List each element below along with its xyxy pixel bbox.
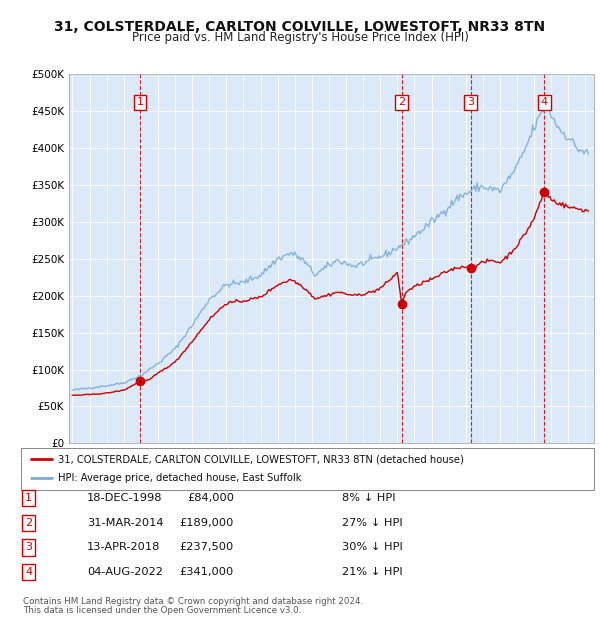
Text: 4: 4 bbox=[25, 567, 32, 577]
Text: 31-MAR-2014: 31-MAR-2014 bbox=[87, 518, 163, 528]
Text: 3: 3 bbox=[25, 542, 32, 552]
Text: £84,000: £84,000 bbox=[187, 493, 234, 503]
Text: 2: 2 bbox=[25, 518, 32, 528]
Text: 27% ↓ HPI: 27% ↓ HPI bbox=[342, 518, 403, 528]
Text: Contains HM Land Registry data © Crown copyright and database right 2024.: Contains HM Land Registry data © Crown c… bbox=[23, 597, 363, 606]
Text: 3: 3 bbox=[467, 97, 474, 107]
Text: Price paid vs. HM Land Registry's House Price Index (HPI): Price paid vs. HM Land Registry's House … bbox=[131, 31, 469, 44]
Text: 1: 1 bbox=[137, 97, 143, 107]
Text: This data is licensed under the Open Government Licence v3.0.: This data is licensed under the Open Gov… bbox=[23, 606, 301, 615]
Text: 21% ↓ HPI: 21% ↓ HPI bbox=[342, 567, 403, 577]
Text: £189,000: £189,000 bbox=[179, 518, 234, 528]
Text: £341,000: £341,000 bbox=[180, 567, 234, 577]
Text: 18-DEC-1998: 18-DEC-1998 bbox=[87, 493, 163, 503]
Text: 30% ↓ HPI: 30% ↓ HPI bbox=[342, 542, 403, 552]
Text: £237,500: £237,500 bbox=[180, 542, 234, 552]
Text: 2: 2 bbox=[398, 97, 405, 107]
Text: 31, COLSTERDALE, CARLTON COLVILLE, LOWESTOFT, NR33 8TN (detached house): 31, COLSTERDALE, CARLTON COLVILLE, LOWES… bbox=[58, 454, 464, 464]
Text: 13-APR-2018: 13-APR-2018 bbox=[87, 542, 160, 552]
Text: 1: 1 bbox=[25, 493, 32, 503]
Text: 4: 4 bbox=[541, 97, 548, 107]
Text: HPI: Average price, detached house, East Suffolk: HPI: Average price, detached house, East… bbox=[58, 474, 302, 484]
Text: 8% ↓ HPI: 8% ↓ HPI bbox=[342, 493, 395, 503]
Text: 31, COLSTERDALE, CARLTON COLVILLE, LOWESTOFT, NR33 8TN: 31, COLSTERDALE, CARLTON COLVILLE, LOWES… bbox=[55, 20, 545, 34]
Text: 04-AUG-2022: 04-AUG-2022 bbox=[87, 567, 163, 577]
